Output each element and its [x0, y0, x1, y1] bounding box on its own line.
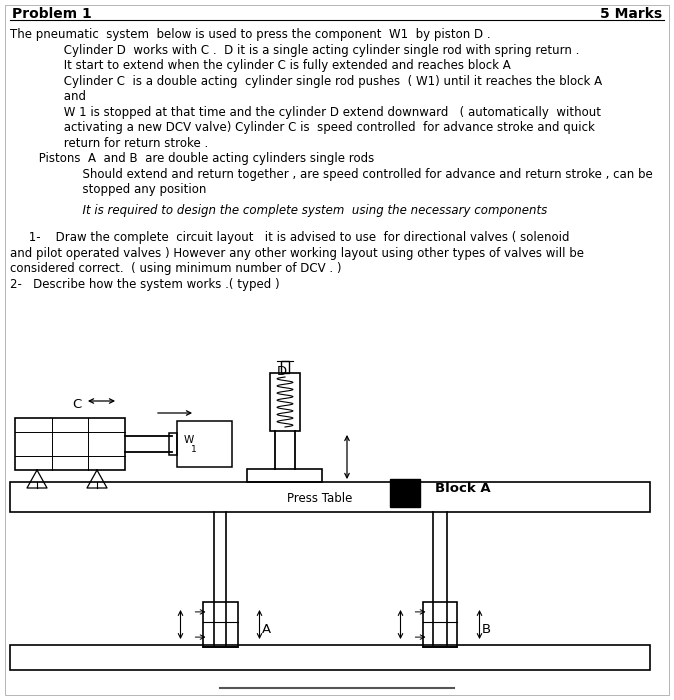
Text: B: B — [482, 623, 491, 636]
Bar — [423, 602, 458, 647]
Text: Cylinder D  works with C .  D it is a single acting cylinder single rod with spr: Cylinder D works with C . D it is a sing… — [45, 43, 580, 57]
Bar — [281, 361, 289, 373]
Text: stopped any position: stopped any position — [45, 183, 206, 196]
Text: activating a new DCV valve) Cylinder C is  speed controlled  for advance stroke : activating a new DCV valve) Cylinder C i… — [45, 121, 595, 134]
Bar — [15, 418, 125, 470]
Bar — [270, 373, 300, 431]
Text: Pistons  A  and B  are double acting cylinders single rods: Pistons A and B are double acting cylind… — [20, 152, 374, 165]
Bar — [390, 479, 420, 507]
Text: 1: 1 — [191, 445, 197, 454]
Text: A: A — [262, 623, 271, 636]
Text: W 1 is stopped at that time and the cylinder D extend downward   ( automatically: W 1 is stopped at that time and the cyli… — [45, 106, 601, 118]
Text: and pilot operated valves ) However any other working layout using other types o: and pilot operated valves ) However any … — [10, 246, 584, 260]
Text: 2-   Describe how the system works .( typed ): 2- Describe how the system works .( type… — [10, 277, 280, 290]
Text: 5 Marks: 5 Marks — [600, 7, 662, 21]
Text: Block A: Block A — [435, 482, 491, 496]
Bar — [247, 469, 322, 482]
Bar — [202, 602, 237, 647]
Text: It start to extend when the cylinder C is fully extended and reaches block A: It start to extend when the cylinder C i… — [45, 59, 511, 72]
Text: 1-    Draw the complete  circuit layout   it is advised to use  for directional : 1- Draw the complete circuit layout it i… — [10, 231, 570, 244]
Text: It is required to design the complete system  using the necessary components: It is required to design the complete sy… — [45, 204, 547, 216]
Text: and: and — [45, 90, 86, 103]
Text: Cylinder C  is a double acting  cylinder single rod pushes  ( W1) until it reach: Cylinder C is a double acting cylinder s… — [45, 74, 602, 88]
Text: The pneumatic  system  below is used to press the component  W1  by piston D .: The pneumatic system below is used to pr… — [10, 28, 491, 41]
Bar — [177, 421, 232, 467]
Bar — [169, 433, 177, 456]
Text: C: C — [72, 398, 82, 411]
Text: Should extend and return together , are speed controlled for advance and return : Should extend and return together , are … — [45, 167, 652, 181]
Text: Problem 1: Problem 1 — [12, 7, 92, 21]
Text: D: D — [277, 365, 287, 378]
Bar — [10, 645, 650, 670]
Text: W: W — [184, 435, 194, 445]
Bar — [10, 482, 650, 512]
Text: return for return stroke .: return for return stroke . — [45, 136, 208, 150]
Text: Press Table: Press Table — [287, 491, 353, 505]
Text: considered correct.  ( using minimum number of DCV . ): considered correct. ( using minimum numb… — [10, 262, 342, 275]
